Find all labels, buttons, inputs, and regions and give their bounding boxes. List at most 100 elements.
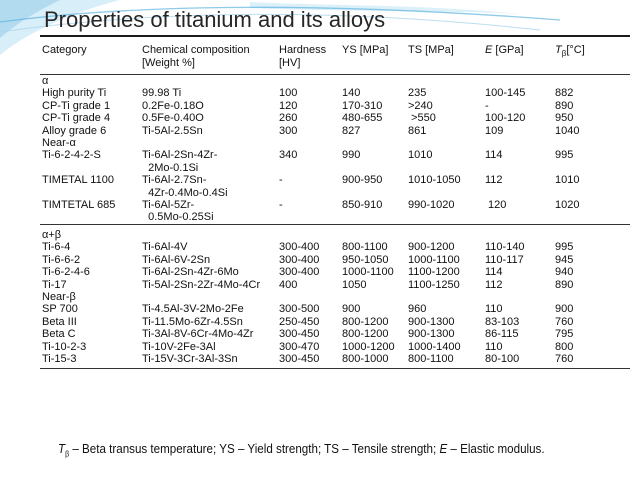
cell-ys <box>340 291 406 303</box>
cell-composition <box>140 75 277 88</box>
cell-composition: 2Mo-0.1Si <box>142 161 199 174</box>
cell-tb: 1040 <box>555 124 580 137</box>
cell-e <box>483 211 553 224</box>
cell-tb: 890 <box>555 278 574 291</box>
header-category: Category <box>40 37 140 75</box>
header-ys: YS [MPa] <box>340 37 406 75</box>
cell-ys: 170-310 <box>342 99 383 112</box>
cell-ts: 1100-1250 <box>408 278 460 291</box>
cell-e: 83-103 <box>485 315 520 328</box>
header-tb: Tβ[°C] <box>553 37 630 75</box>
cell-category: Ti-15-3 <box>40 352 140 370</box>
properties-table-container: Category Chemical composition [Weight %] … <box>40 37 630 434</box>
cell-e: 114 <box>485 266 503 279</box>
table-row: Ti-15-3 Ti-15V-3Cr-3Al-3Sn 300-450 800-1000… <box>40 352 630 370</box>
cell-e: 120 <box>485 199 507 212</box>
cell-ys: 800-1200 <box>342 315 389 328</box>
cell-category: CP-Ti grade 1 <box>42 99 111 112</box>
cell-ts: 900-1200 <box>408 241 455 254</box>
cell-ys <box>340 187 406 199</box>
cell-composition <box>140 137 277 149</box>
cell-ts: 1100-1200 <box>408 266 460 279</box>
table-row: High purity Ti 99.98 Ti 100 140 235 100-145 88… <box>40 87 630 99</box>
cell-tb: 1010 <box>555 174 580 187</box>
table-header-row: Category Chemical composition [Weight %] … <box>40 37 630 75</box>
cell-hardness <box>277 162 340 174</box>
cell-composition: Ti-6Al-6V-2Sn <box>142 253 211 266</box>
footnote: Tβ – Beta transus temperature; YS – Yiel… <box>58 441 545 459</box>
cell-composition <box>140 291 277 303</box>
header-composition: Chemical composition [Weight %] <box>140 37 277 75</box>
cell-hardness <box>277 223 340 242</box>
cell-hardness: - <box>279 174 283 187</box>
cell-ys <box>340 75 406 88</box>
cell-ys: 140 <box>342 87 361 100</box>
cell-composition: 0.5Fe-0.40O <box>142 112 204 125</box>
cell-composition: 4Zr-0.4Mo-0.4Si <box>142 186 228 199</box>
cell-composition: Ti-6Al-2Sn-4Zr-6Mo <box>142 266 239 279</box>
cell-tb: 760 <box>553 352 630 370</box>
cell-tb <box>553 137 630 149</box>
cell-ts: 1000-1100 <box>408 253 460 266</box>
table-row: 4Zr-0.4Mo-0.4Si <box>40 187 630 199</box>
table-row: Ti-17 Ti-5Al-2Sn-2Zr-4Mo-4Cr 400 1050 1100-1… <box>40 279 630 291</box>
cell-e: 100-120 <box>485 112 526 125</box>
cell-ys <box>340 162 406 174</box>
cell-tb <box>553 223 630 242</box>
cell-ts: 900-1300 <box>408 328 455 341</box>
cell-hardness: 120 <box>279 99 298 112</box>
cell-hardness <box>277 75 340 88</box>
table-row: Ti-6-6-2 Ti-6Al-6V-2Sn 300-400 950-1050 1000… <box>40 254 630 266</box>
cell-hardness: 260 <box>279 112 298 125</box>
cell-tb: 760 <box>555 315 574 328</box>
cell-category <box>40 187 140 199</box>
swoosh-line-2 <box>0 13 541 33</box>
cell-ys: 1050 <box>342 278 367 291</box>
cell-hardness: 300-450 <box>279 328 320 341</box>
table-row: α+β <box>40 223 630 242</box>
cell-category <box>40 162 140 174</box>
title-underline <box>40 35 630 37</box>
cell-ys: 800-1000 <box>340 352 406 370</box>
cell-e: - <box>485 99 489 112</box>
cell-ys <box>340 137 406 149</box>
table-row: Ti-10-2-3 Ti-10V-2Fe-3Al 300-470 1000-1200 1… <box>40 341 630 353</box>
decorative-swoosh <box>0 0 561 55</box>
cell-tb: 882 <box>555 87 574 100</box>
cell-tb: 950 <box>555 112 574 125</box>
cell-hardness: 300-450 <box>277 352 340 370</box>
cell-ys: 900-950 <box>342 174 383 187</box>
cell-tb: 995 <box>555 241 574 254</box>
cell-ts: 861 <box>408 124 427 137</box>
cell-category: High purity Ti <box>42 87 107 100</box>
cell-e: 109 <box>485 124 504 137</box>
cell-tb <box>553 75 630 88</box>
cell-category: Ti-6-2-4-6 <box>42 266 90 279</box>
cell-ts <box>406 137 483 149</box>
cell-category: Near-α <box>42 137 76 150</box>
cell-e <box>483 223 553 242</box>
cell-category: SP 700 <box>42 303 78 316</box>
cell-ys: 827 <box>342 124 361 137</box>
cell-ys: 480-655 <box>342 112 383 125</box>
cell-composition: Ti-15V-3Cr-3Al-3Sn <box>140 352 277 370</box>
cell-tb <box>553 211 630 224</box>
table-row: CP-Ti grade 4 0.5Fe-0.40O 260 480-655 >550 1… <box>40 112 630 124</box>
header-hardness: Hardness [HV] <box>277 37 340 75</box>
cell-tb <box>553 291 630 303</box>
cell-hardness: 100 <box>279 87 298 100</box>
cell-ts: 800-1100 <box>406 352 483 370</box>
cell-ys: 900 <box>342 303 361 316</box>
cell-e: 110 <box>485 303 503 316</box>
cell-category: Ti-6-2-4-2-S <box>42 149 101 162</box>
cell-composition: 0.5Mo-0.25Si <box>142 211 214 224</box>
cell-tb: 945 <box>555 253 574 266</box>
cell-composition: Ti-5Al-2Sn-2Zr-4Mo-4Cr <box>142 278 261 291</box>
cell-tb: 890 <box>555 99 574 112</box>
cell-ts: 990-1020 <box>408 199 455 212</box>
cell-composition <box>140 223 277 242</box>
cell-hardness <box>277 137 340 149</box>
cell-hardness: 300-400 <box>279 241 320 254</box>
cell-ts: 1010 <box>408 149 433 162</box>
cell-ts <box>406 187 483 199</box>
